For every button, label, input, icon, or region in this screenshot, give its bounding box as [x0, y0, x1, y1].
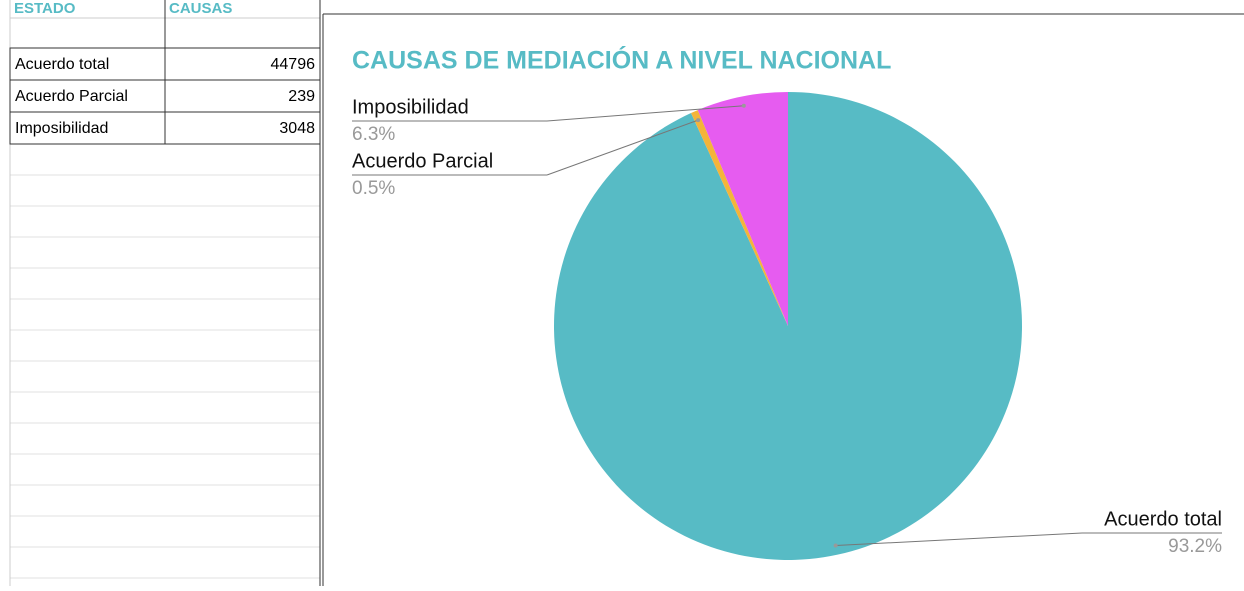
pie-slice — [697, 92, 788, 326]
cell-text: Imposibilidad — [15, 120, 108, 137]
pie-slice — [691, 110, 788, 327]
leader-dot — [696, 118, 701, 123]
header-cell: ESTADO — [14, 0, 76, 17]
cell — [9, 47, 166, 81]
slice-label: Imposibilidad — [352, 96, 469, 118]
cell — [164, 47, 321, 81]
pie-chart: Acuerdo total 93.2% Acuerdo Parcial 0.5% Imp… — [352, 92, 1222, 560]
slice-label: Acuerdo Parcial — [352, 150, 493, 172]
cell-text: Acuerdo Parcial — [15, 88, 128, 105]
leader-line — [546, 119, 699, 176]
slice-value: 0.5% — [352, 178, 395, 199]
cell-text: Acuerdo total — [15, 56, 109, 73]
cell-number: 239 — [288, 88, 315, 105]
slice-value: 93.2% — [1168, 536, 1222, 557]
data-table: ESTADO CAUSAS Acuerdo total 44796 Acuerdo Pa… — [9, 0, 321, 586]
leader-line — [835, 532, 1083, 547]
cell-number: 3048 — [279, 120, 315, 137]
cell — [9, 111, 166, 145]
leader-line — [546, 105, 744, 122]
cell-number: 44796 — [271, 56, 316, 73]
header-cell: CAUSAS — [169, 0, 232, 17]
leader-dot — [741, 103, 746, 108]
leader-dot — [833, 543, 838, 548]
slice-value: 6.3% — [352, 124, 395, 145]
slice-label: Acuerdo total — [1104, 508, 1222, 530]
cell — [9, 79, 166, 113]
chart-title: CAUSAS DE MEDIACIÓN A NIVEL NACIONAL — [352, 45, 891, 75]
